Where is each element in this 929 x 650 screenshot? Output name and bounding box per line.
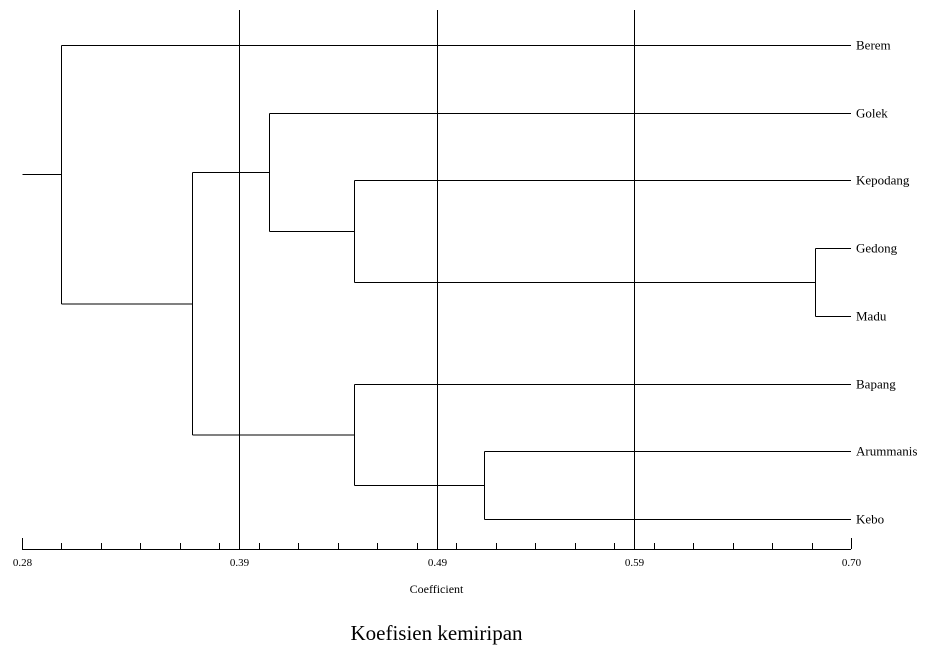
- x-axis-tick-label: 0.49: [428, 557, 448, 569]
- leaf-label: Kebo: [856, 512, 884, 527]
- dendrogram-tree: [22, 45, 851, 520]
- leaf-label: Golek: [856, 106, 888, 121]
- x-axis-title: Coefficient: [410, 582, 464, 596]
- x-axis-ticks: [22, 538, 852, 549]
- leaf-label: Madu: [856, 309, 887, 324]
- x-axis-tick-label: 0.70: [842, 557, 862, 569]
- leaf-label: Kepodang: [856, 173, 910, 188]
- leaf-label: Gedong: [856, 241, 898, 256]
- x-axis-tick-label: 0.28: [13, 557, 33, 569]
- reference-lines: [239, 10, 635, 549]
- x-axis-tick-label: 0.59: [625, 557, 645, 569]
- x-axis-tick-label: 0.39: [230, 557, 250, 569]
- leaf-labels: Berem Golek Kepodang Gedong Madu Bapang Arumma…: [856, 38, 917, 527]
- figure-caption: Koefisien kemiripan: [350, 621, 523, 645]
- leaf-label: Bapang: [856, 377, 896, 392]
- x-axis: 0.28 0.39 0.49 0.59 0.70 Coefficient: [13, 538, 862, 596]
- leaf-label: Arummanis: [856, 444, 917, 459]
- x-axis-tick-labels: 0.28 0.39 0.49 0.59 0.70: [13, 557, 862, 569]
- leaf-label: Berem: [856, 38, 891, 53]
